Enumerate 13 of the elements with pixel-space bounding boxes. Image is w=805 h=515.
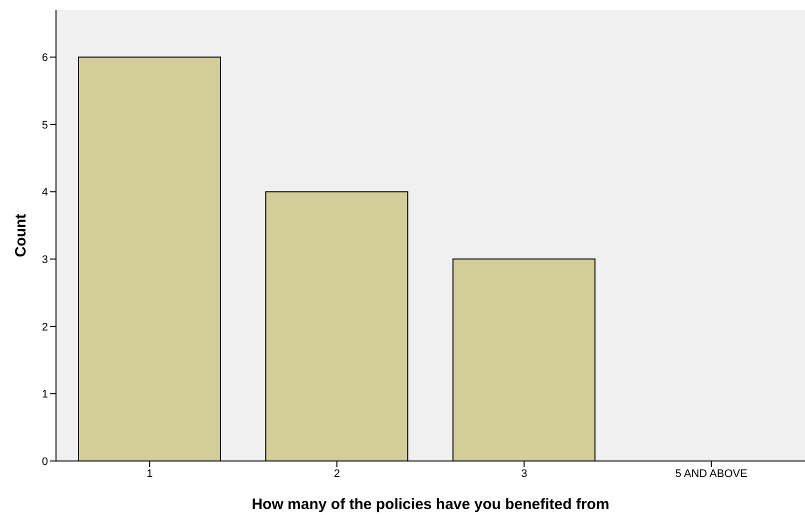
x-axis-title: How many of the policies have you benefited from bbox=[252, 496, 610, 513]
y-tick-label: 2 bbox=[42, 321, 48, 334]
y-tick-label: 3 bbox=[42, 254, 48, 266]
y-tick-label: 5 bbox=[42, 119, 48, 132]
x-tick-label: 3 bbox=[521, 468, 528, 480]
y-tick-label: 1 bbox=[42, 388, 48, 401]
x-tick-label: 2 bbox=[334, 468, 340, 480]
y-axis-title: Count bbox=[12, 214, 30, 258]
y-tick-label: 0 bbox=[42, 456, 48, 468]
y-tick-label: 4 bbox=[42, 186, 48, 199]
y-tick-label: 6 bbox=[42, 52, 48, 64]
x-tick-label: 1 bbox=[146, 468, 153, 480]
x-tick-label: 5 AND ABOVE bbox=[675, 468, 748, 480]
